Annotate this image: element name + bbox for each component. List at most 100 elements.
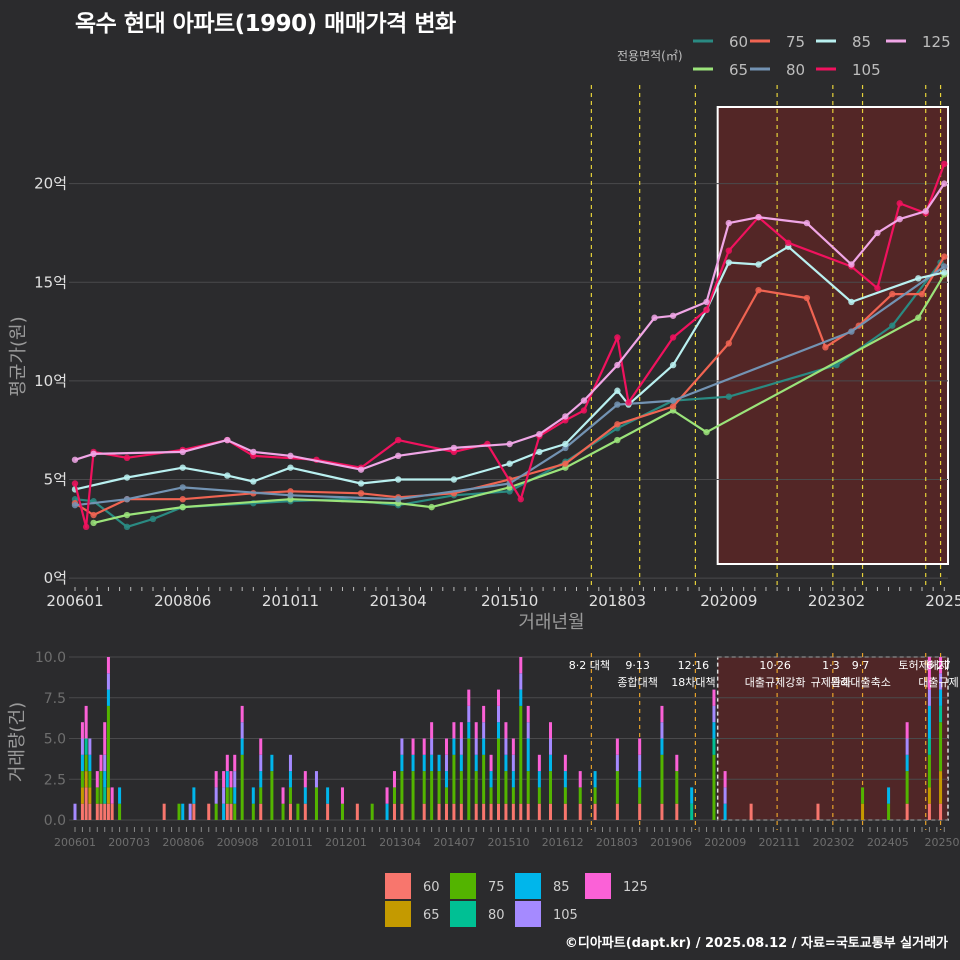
volume-bar-125: [444, 738, 448, 755]
volume-bar-60: [459, 803, 463, 820]
volume-legend-swatch-125: [585, 873, 611, 899]
data-point-105: [785, 239, 792, 247]
volume-bar-85: [887, 787, 891, 804]
data-point-105: [82, 523, 90, 531]
volume-bar-105: [927, 689, 931, 706]
volume-bar-65: [84, 771, 88, 788]
data-point-85: [915, 275, 922, 282]
volume-bar-75: [905, 771, 909, 804]
volume-bar-125: [106, 657, 110, 674]
data-point-105: [614, 334, 621, 341]
volume-bar-85: [103, 771, 107, 788]
data-point-75: [941, 253, 948, 260]
legend-title: 전용면적(㎡): [617, 49, 683, 63]
volume-bar-75: [496, 738, 500, 804]
volume-bar-125: [225, 754, 229, 772]
data-point-125: [224, 436, 231, 444]
data-point-60: [889, 322, 896, 329]
volume-bar-75: [537, 787, 541, 804]
volume-x-tick-label: 202405: [867, 836, 909, 849]
volume-bar-125: [303, 771, 307, 788]
volume-legend-label-65: 65: [423, 908, 440, 923]
volume-bar-75: [511, 787, 515, 804]
data-point-105: [71, 480, 79, 487]
volume-bar-85: [411, 754, 415, 772]
volume-bar-105: [188, 803, 192, 820]
volume-bar-75: [660, 754, 664, 804]
volume-bar-105: [511, 754, 515, 772]
volume-bar-85: [240, 738, 244, 755]
volume-bar-85: [192, 787, 196, 804]
volume-bar-60: [489, 803, 493, 820]
volume-bar-75: [519, 705, 523, 804]
data-point-125: [848, 261, 855, 268]
data-point-75: [179, 496, 186, 503]
volume-bar-105: [314, 771, 318, 788]
data-point-125: [90, 450, 97, 458]
volume-bar-85: [225, 771, 229, 788]
price-x-tick-label: 200806: [154, 592, 211, 610]
data-point-65: [614, 436, 621, 444]
volume-bar-75: [95, 787, 99, 804]
volume-bar-105: [526, 722, 530, 739]
volume-bar-65: [939, 771, 943, 804]
volume-bar-105: [288, 754, 292, 772]
volume-bar-125: [675, 754, 679, 772]
data-point-85: [287, 464, 294, 471]
volume-bar-85: [459, 754, 463, 772]
volume-bar-75: [80, 771, 84, 788]
chart-title: 옥수 현대 아파트(1990) 매매가격 변화: [75, 11, 456, 37]
price-x-axis-title: 거래년월: [518, 612, 584, 633]
volume-bar-75: [314, 787, 318, 820]
volume-x-tick-label: 200703: [108, 836, 150, 849]
price-x-tick-label: 200601: [46, 592, 103, 610]
volume-bar-85: [537, 771, 541, 788]
data-point-75: [803, 294, 811, 302]
volume-bar-60: [549, 803, 553, 820]
data-point-65: [703, 428, 710, 436]
volume-bar-85: [549, 754, 553, 772]
volume-bar-75: [459, 771, 463, 804]
volume-x-tick-label: 201803: [596, 836, 638, 849]
data-point-75: [918, 290, 926, 298]
volume-bar-75: [675, 771, 679, 804]
volume-bar-125: [467, 689, 471, 706]
volume-bar-105: [474, 738, 478, 755]
volume-bar-85: [905, 754, 909, 772]
volume-bar-85: [118, 787, 122, 804]
volume-bar-85: [222, 803, 226, 820]
policy-annotation: 12·16: [678, 659, 710, 672]
volume-bar-105: [712, 705, 716, 723]
volume-bar-60: [474, 803, 478, 820]
volume-x-tick-label: 20250: [925, 836, 960, 849]
volume-x-tick-label: 200806: [162, 836, 204, 849]
legend-label-105: 105: [852, 61, 881, 79]
data-point-105: [580, 407, 588, 414]
volume-bar-75: [259, 787, 263, 804]
volume-bar-60: [519, 803, 523, 820]
policy-annotation: 종합대책: [617, 676, 657, 689]
volume-bar-60: [303, 803, 307, 820]
data-point-85: [506, 460, 513, 467]
volume-bar-60: [110, 803, 114, 820]
volume-bar-125: [392, 771, 396, 788]
volume-bar-75: [712, 754, 716, 820]
data-point-85: [562, 440, 569, 448]
volume-bar-105: [723, 787, 727, 804]
volume-x-tick-label: 201612: [542, 836, 584, 849]
volume-bar-75: [281, 803, 285, 820]
volume-bar-75: [214, 803, 218, 820]
volume-x-tick-label: 201407: [433, 836, 475, 849]
volume-bar-60: [225, 803, 229, 820]
data-point-105: [874, 284, 881, 292]
volume-bar-85: [563, 771, 567, 788]
policy-annotation: 10·26: [759, 659, 791, 672]
volume-bar-65: [106, 787, 110, 804]
data-point-125: [179, 448, 186, 456]
data-point-105: [941, 160, 948, 168]
data-point-60: [725, 393, 733, 400]
volume-bar-85: [467, 722, 471, 739]
volume-bar-75: [84, 754, 88, 772]
price-x-tick-label: 2025: [925, 592, 960, 610]
